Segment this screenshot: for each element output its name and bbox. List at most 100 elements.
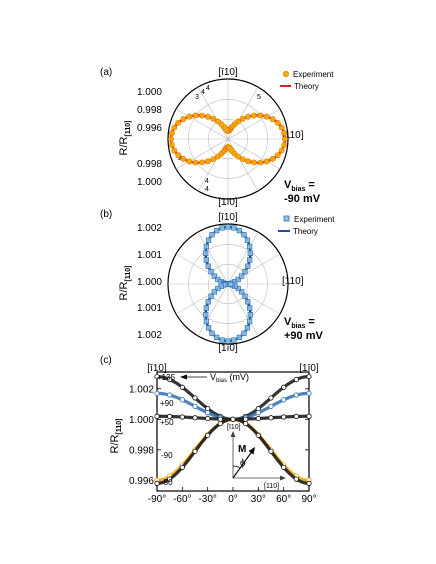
vbias-v: V [284,316,292,328]
panel-a-dir-bottom: [1ī0] [218,197,238,208]
inset-vector-label: M [238,444,246,455]
series-point [192,448,198,454]
ring-number: 3 [195,94,199,101]
series-point [293,376,299,383]
experiment-point [269,155,276,162]
panel-b-polar-plot [167,223,289,345]
experiment-point [208,293,214,299]
series-point [154,373,160,380]
experiment-point [251,159,258,166]
experiment-point [175,119,182,126]
experiment-point [244,237,251,243]
panel-c-label: (c) [100,355,112,366]
experiment-point [210,156,217,163]
inset-angle-arc [232,465,241,469]
legend-experiment-marker [282,71,289,78]
panel-a-ylabel-sub: [110] [125,121,132,137]
panel-b-radial-ticks: 1.002 1.001 1.000 1.001 1.002 [137,223,162,341]
series-point [217,420,223,427]
series-point [243,420,249,427]
experiment-point [203,257,209,263]
inset-axis-right-label: [110] [264,483,279,490]
panel-c-ylabel-sub: [110] [116,419,123,435]
series-point [154,413,160,419]
series-point [306,413,312,419]
vbias-unit: (mV) [227,372,249,382]
y-tick-label: 0.998 [129,445,154,456]
panel-a: (a) [ī10] [110] [1ī0] R/R[110] 1.000 0.9… [100,67,334,208]
experiment-point [239,115,246,122]
vbias-label: Vbias = [284,179,315,193]
experiment-point [282,136,288,142]
panel-c-vbias-annotation: Vbias (mV) [180,372,249,384]
panel-c-dir-left: [ī10] [147,363,167,374]
panel-a-vbias: Vbias = -90 mV [284,179,321,205]
series-point [205,410,211,416]
panel-a-dir-right: [110] [282,130,304,141]
series-point [255,415,261,422]
ring-number: 4 [201,89,205,96]
ring-number: 4 [205,178,209,185]
series-point [167,376,173,383]
experiment-point [274,152,281,159]
experiment-point [205,325,212,331]
series-point [281,464,287,470]
x-tick-label: -30° [198,494,216,505]
experiment-point [180,116,187,123]
experiment-point [241,330,247,336]
panel-c-curve-labels: +135 +90 +50 -90 -50 [157,373,176,487]
panel-c: (c) [ī10] [1ī0] R/R[110] -90° -60° -30° 0° 3… [100,355,319,505]
experiment-point [247,312,253,318]
arrow-head-icon [280,475,286,481]
experiment-point [281,141,288,148]
experiment-point [269,116,276,123]
panel-a-legend: Experiment Theory [280,70,334,91]
experiment-point [235,276,241,283]
experiment-point [236,334,243,341]
series-point [293,476,299,482]
series-point [281,397,287,403]
series-point [281,384,287,390]
experiment-point [247,305,253,311]
curve-label-135: +135 [157,373,176,382]
arrow-head-icon [180,374,187,380]
vbias-eq: = [305,316,314,328]
experiment-point [168,136,174,142]
panel-b-label: (b) [100,209,112,220]
experiment-point [213,334,220,341]
series-point [167,476,173,482]
radial-tick-label: 1.002 [137,223,162,234]
experiment-point [210,115,217,122]
experiment-point [211,289,218,295]
experiment-point [245,158,251,165]
experiment-point [238,273,245,279]
panel-b-dir-right: [110] [282,276,304,287]
y-tick-label: 1.002 [129,384,154,395]
experiment-point [211,273,218,279]
vbias-v: V [284,179,292,191]
ring-number: 4 [206,85,210,92]
experiment-point [246,243,253,250]
experiment-point [168,141,175,148]
series-point [154,480,160,486]
experiment-point [257,159,264,166]
legend-theory-label: Theory [294,82,319,91]
radial-tick-label: 1.000 [137,87,162,98]
vbias-sub: bias [291,186,305,193]
panel-b-ylabel-main: R/R [118,281,130,300]
x-tick-label: 30° [251,494,266,505]
series-point [167,413,173,419]
experiment-point [186,113,193,120]
experiment-point [203,243,210,250]
panel-a-polar-plot [167,78,289,200]
panel-a-dir-top: [ī10] [218,67,238,78]
experiment-point [203,305,209,311]
experiment-point [245,113,251,120]
series-point [306,480,312,486]
series-point [268,395,274,401]
experiment-point [208,269,214,275]
radial-tick-label: 1.000 [137,277,162,288]
panel-a-ylabel: R/R[110] [118,121,132,156]
radial-tick-label: 0.996 [137,123,162,134]
polar-grid-spoke [175,108,281,170]
